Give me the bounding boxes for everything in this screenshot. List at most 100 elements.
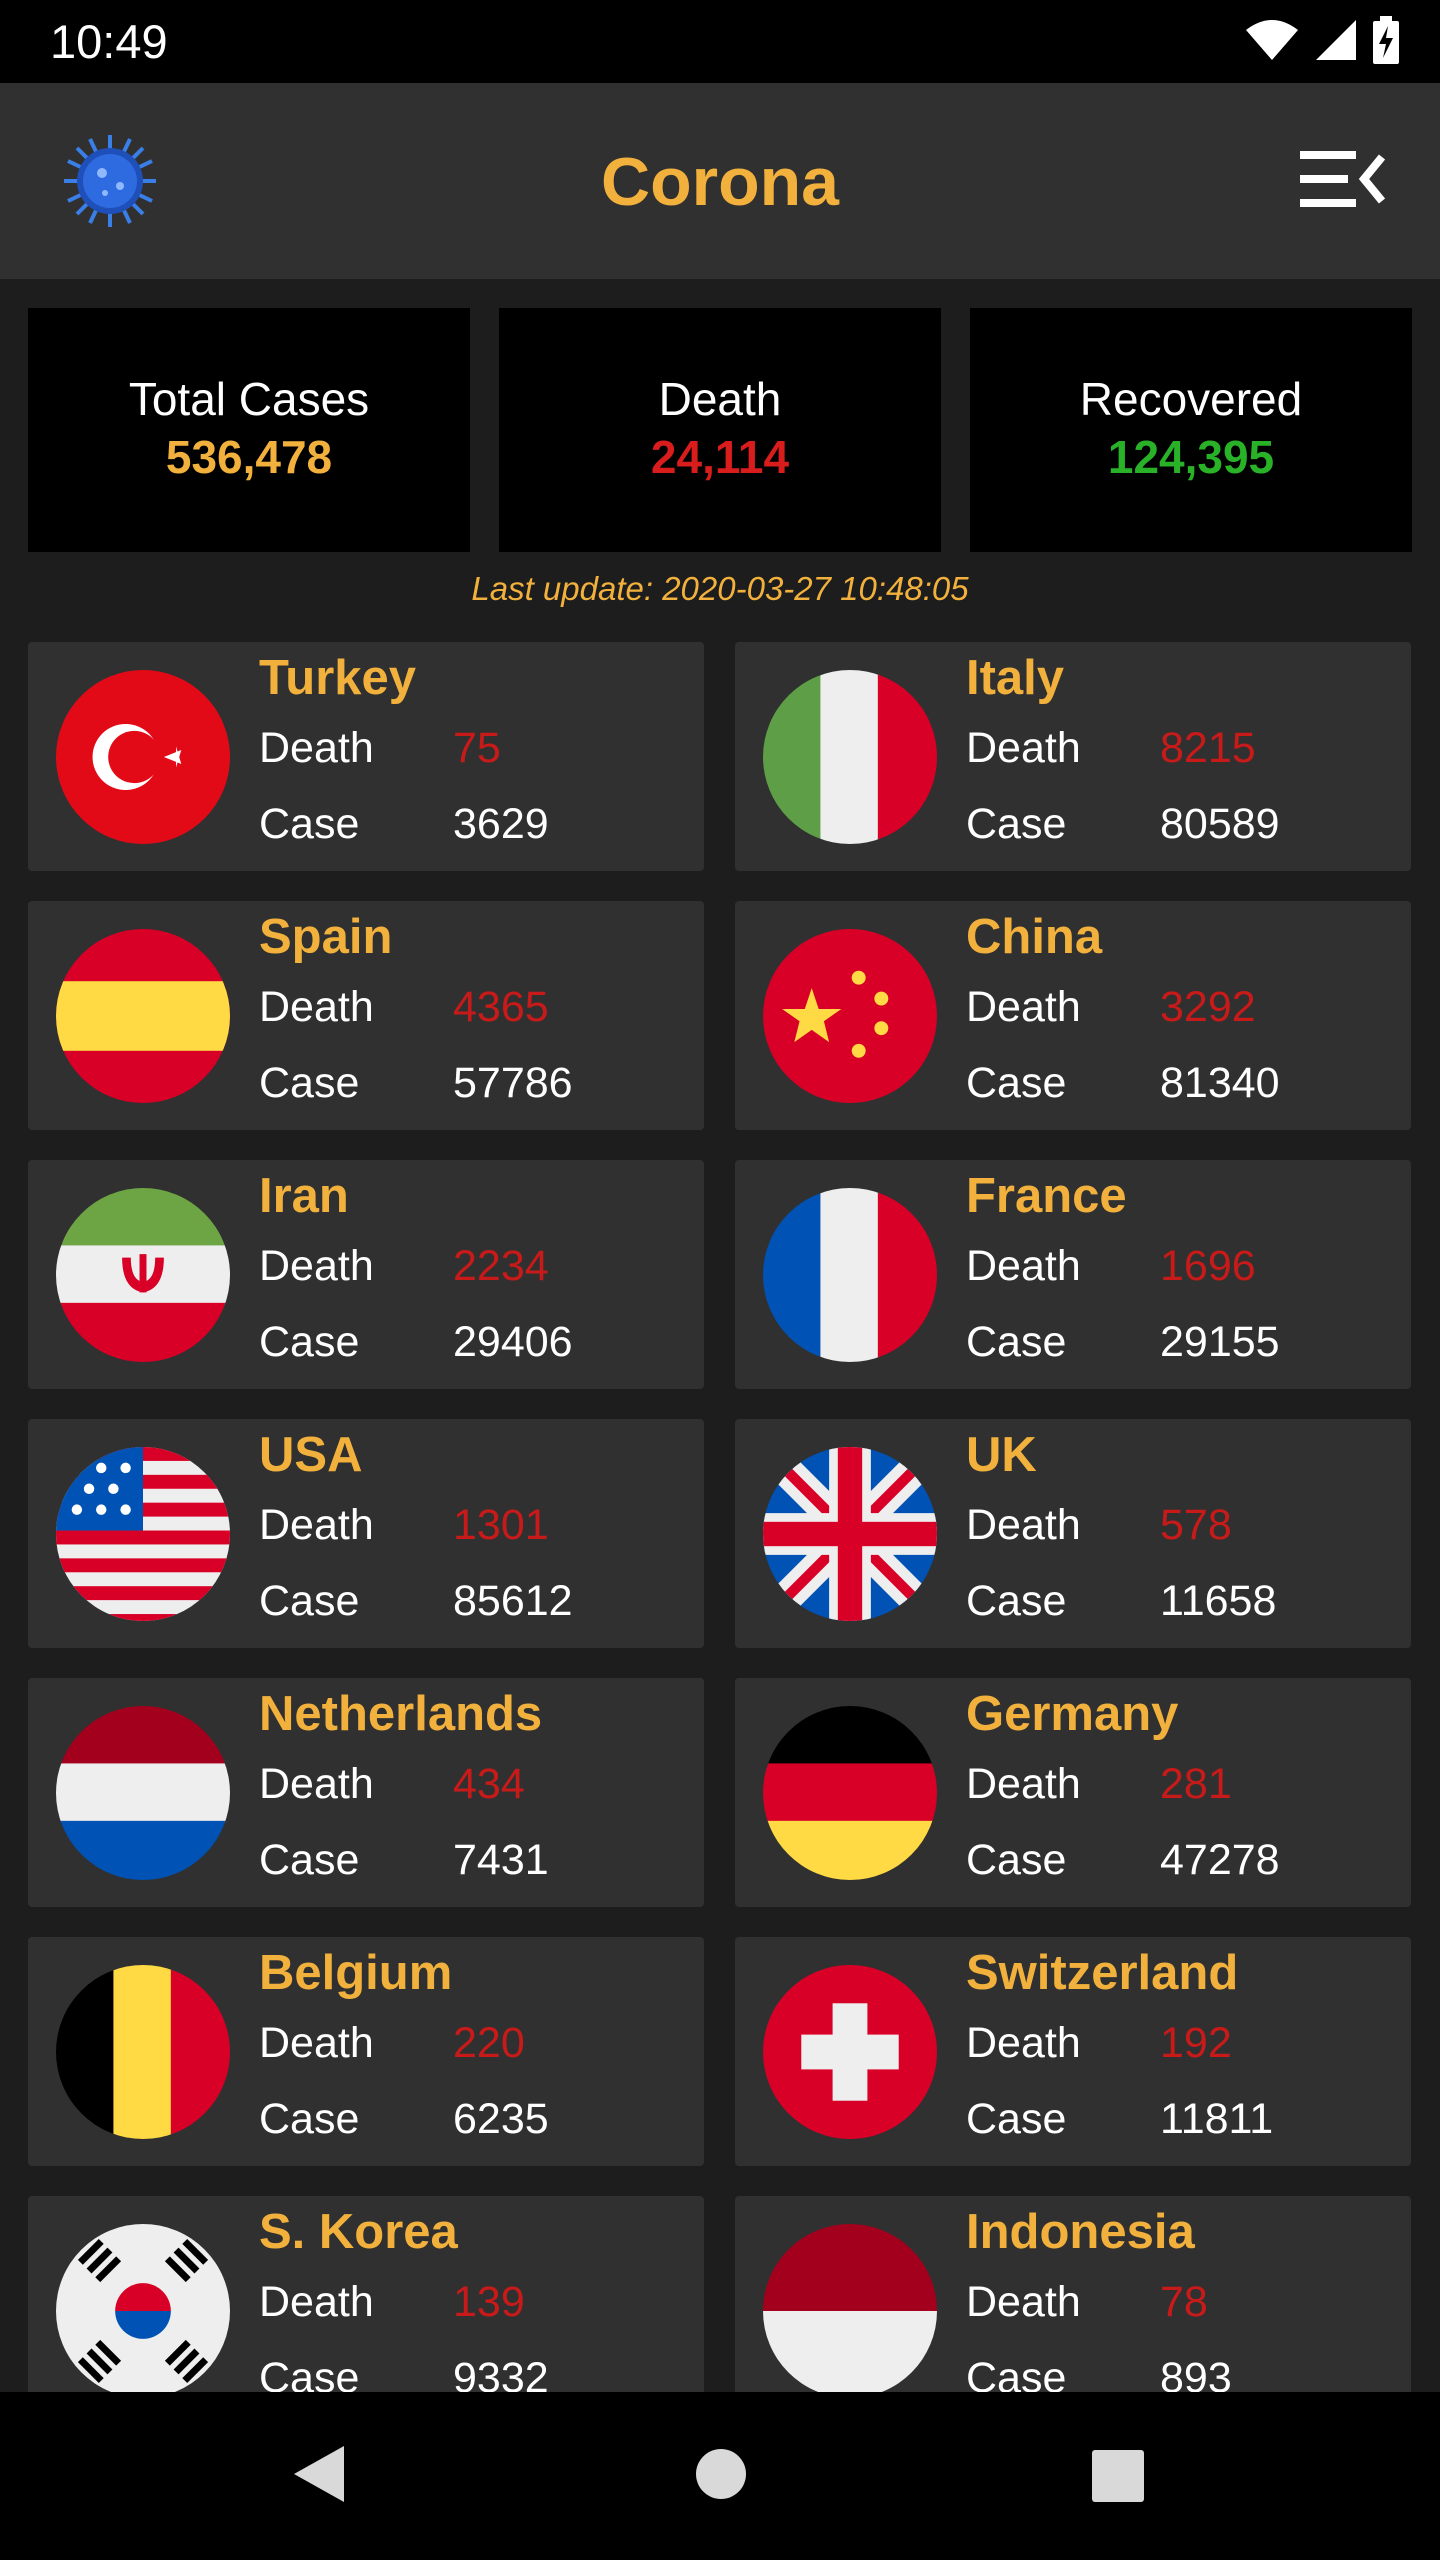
country-name: Switzerland	[966, 1946, 1239, 2000]
case-count: 3629	[453, 800, 549, 848]
death-label: Death	[966, 724, 1081, 772]
total-cases-label: Total Cases	[128, 373, 370, 425]
country-card-uk[interactable]: UK Death 578 Case 11658	[735, 1419, 1411, 1648]
case-count: 81340	[1160, 1059, 1280, 1107]
case-count: 29406	[453, 1318, 573, 1366]
case-label: Case	[259, 1577, 360, 1625]
recent-apps-icon[interactable]	[1090, 2448, 1146, 2504]
app-bar: Corona	[0, 83, 1440, 279]
case-label: Case	[259, 1318, 360, 1366]
country-name: UK	[966, 1428, 1037, 1482]
country-card-switzerland[interactable]: Switzerland Death 192 Case 11811	[735, 1937, 1411, 2166]
case-count: 9332	[453, 2354, 549, 2392]
case-count: 29155	[1160, 1318, 1280, 1366]
death-label: Death	[966, 983, 1081, 1031]
south-korea-flag-icon	[56, 2224, 230, 2392]
death-count: 3292	[1160, 983, 1256, 1031]
case-label: Case	[966, 800, 1067, 848]
country-card-indonesia[interactable]: Indonesia Death 78 Case 893	[735, 2196, 1411, 2392]
country-card-belgium[interactable]: Belgium Death 220 Case 6235	[28, 1937, 704, 2166]
country-name: Italy	[966, 651, 1065, 705]
uk-flag-icon	[763, 1447, 937, 1621]
country-card-germany[interactable]: Germany Death 281 Case 47278	[735, 1678, 1411, 1907]
country-name: France	[966, 1169, 1127, 1223]
indonesia-flag-icon	[763, 2224, 937, 2392]
case-count: 7431	[453, 1836, 549, 1884]
case-label: Case	[966, 1318, 1067, 1366]
death-label: Death	[259, 2019, 374, 2067]
country-name: Turkey	[259, 651, 417, 705]
country-name: Indonesia	[966, 2205, 1195, 2259]
death-label: Death	[259, 1501, 374, 1549]
status-icons	[1244, 16, 1400, 64]
case-count: 11658	[1160, 1577, 1277, 1625]
recovered-label: Recovered	[1079, 373, 1303, 425]
country-card-china[interactable]: China Death 3292 Case 81340	[735, 901, 1411, 1130]
death-count: 8215	[1160, 724, 1256, 772]
country-card-italy[interactable]: Italy Death 8215 Case 80589	[735, 642, 1411, 871]
case-count: 47278	[1160, 1836, 1280, 1884]
china-flag-icon	[763, 929, 937, 1103]
case-label: Case	[259, 2095, 360, 2143]
case-label: Case	[966, 1836, 1067, 1884]
iran-flag-icon	[56, 1188, 230, 1362]
case-label: Case	[966, 2095, 1067, 2143]
country-list[interactable]: Turkey Death 75 Case 3629 Italy Death 82…	[0, 630, 1440, 2392]
death-label: Death	[259, 724, 374, 772]
germany-flag-icon	[763, 1706, 937, 1880]
death-label: Death	[259, 983, 374, 1031]
country-card-south-korea[interactable]: S. Korea Death 139 Case 9332	[28, 2196, 704, 2392]
death-count: 220	[453, 2019, 525, 2067]
death-count: 78	[1160, 2278, 1208, 2326]
usa-flag-icon	[56, 1447, 230, 1621]
death-count: 139	[453, 2278, 525, 2326]
menu-open-icon[interactable]	[1300, 149, 1386, 209]
country-name: Spain	[259, 910, 393, 964]
home-icon[interactable]	[695, 2448, 747, 2500]
death-label: Death	[966, 1501, 1081, 1549]
netherlands-flag-icon	[56, 1706, 230, 1880]
app-title: Corona	[601, 144, 839, 220]
wifi-icon	[1246, 20, 1298, 60]
turkey-flag-icon	[56, 670, 230, 844]
total-cases-value: 536,478	[165, 431, 333, 483]
case-count: 57786	[453, 1059, 573, 1107]
death-count: 1696	[1160, 1242, 1256, 1290]
death-card: Death 24,114	[499, 308, 941, 552]
country-name: Germany	[966, 1687, 1179, 1741]
death-count: 4365	[453, 983, 549, 1031]
death-count: 434	[453, 1760, 525, 1808]
recovered-card: Recovered 124,395	[970, 308, 1412, 552]
spain-flag-icon	[56, 929, 230, 1103]
switzerland-flag-icon	[763, 1965, 937, 2139]
country-name: S. Korea	[259, 2205, 458, 2259]
country-card-turkey[interactable]: Turkey Death 75 Case 3629	[28, 642, 704, 871]
case-count: 11811	[1160, 2095, 1274, 2143]
death-label: Death	[966, 2019, 1081, 2067]
death-count: 192	[1160, 2019, 1232, 2067]
death-label: Death	[966, 2278, 1081, 2326]
case-count: 80589	[1160, 800, 1280, 848]
last-update-text: Last update: 2020-03-27 10:48:05	[471, 570, 969, 607]
case-label: Case	[259, 800, 360, 848]
cellular-signal-icon	[1316, 20, 1356, 60]
back-icon[interactable]	[288, 2442, 348, 2506]
country-name: China	[966, 910, 1103, 964]
death-label: Death	[259, 1760, 374, 1808]
country-card-iran[interactable]: Iran Death 2234 Case 29406	[28, 1160, 704, 1389]
italy-flag-icon	[763, 670, 937, 844]
case-label: Case	[259, 2354, 360, 2392]
case-count: 6235	[453, 2095, 549, 2143]
death-label: Death	[259, 2278, 374, 2326]
coronavirus-logo-icon	[64, 135, 156, 227]
total-cases-card: Total Cases 536,478	[28, 308, 470, 552]
country-card-france[interactable]: France Death 1696 Case 29155	[735, 1160, 1411, 1389]
country-card-netherlands[interactable]: Netherlands Death 434 Case 7431	[28, 1678, 704, 1907]
country-card-usa[interactable]: USA Death 1301 Case 85612	[28, 1419, 704, 1648]
death-count: 1301	[453, 1501, 549, 1549]
case-label: Case	[259, 1059, 360, 1107]
case-label: Case	[966, 1577, 1067, 1625]
country-card-spain[interactable]: Spain Death 4365 Case 57786	[28, 901, 704, 1130]
death-count: 578	[1160, 1501, 1232, 1549]
status-time: 10:49	[50, 15, 168, 68]
